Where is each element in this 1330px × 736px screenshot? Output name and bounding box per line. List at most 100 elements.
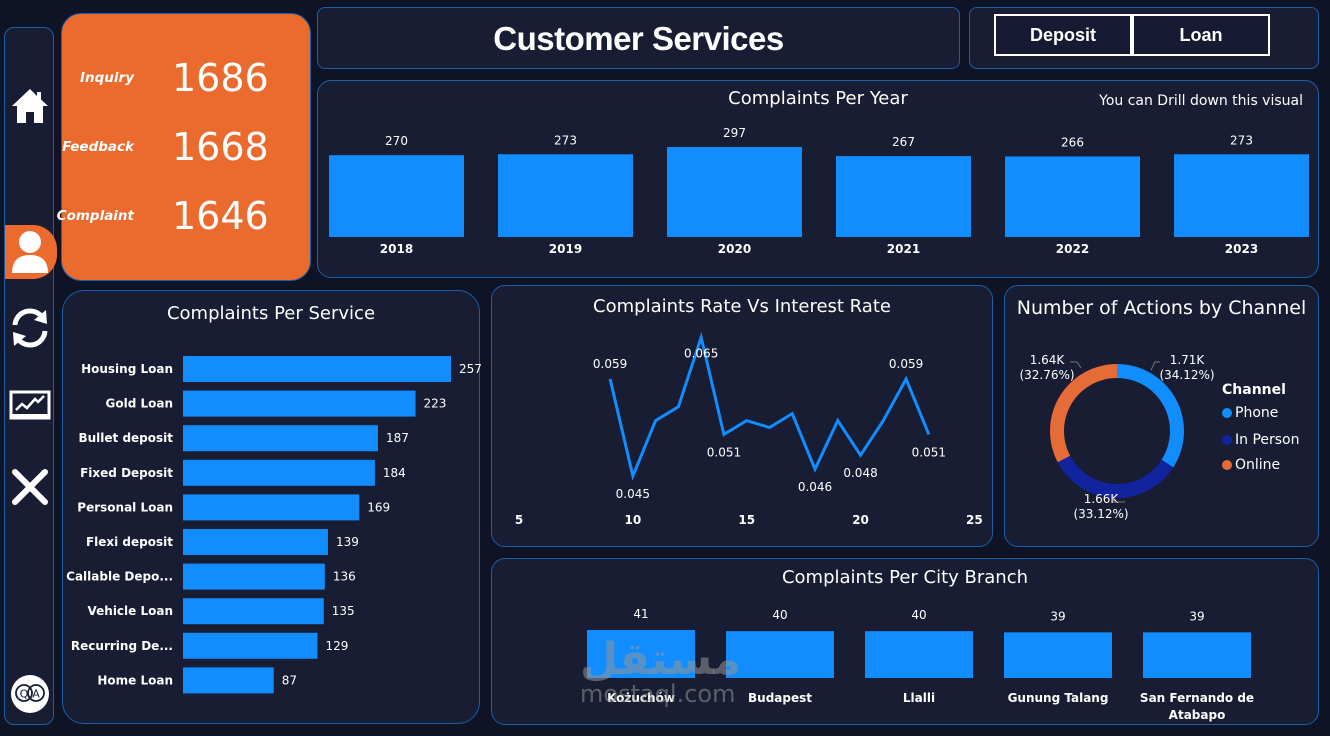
sidebar-item-refresh[interactable] bbox=[5, 304, 55, 352]
data-label: 297 bbox=[723, 126, 746, 140]
bar[interactable] bbox=[836, 156, 971, 237]
sidebar-item-qa[interactable]: Q A bbox=[5, 674, 55, 714]
data-label: 139 bbox=[336, 535, 359, 549]
bar[interactable] bbox=[183, 425, 379, 452]
data-label: 129 bbox=[326, 639, 349, 653]
complaints-per-city-chart[interactable]: 41 Kożuchów 40 Budapest 40 Llalli 39 Gunung Tal… bbox=[492, 559, 1320, 726]
sidebar-item-customer-services[interactable] bbox=[5, 227, 55, 277]
svg-text:A: A bbox=[32, 688, 40, 701]
refresh-icon bbox=[12, 308, 48, 348]
bar[interactable] bbox=[183, 598, 324, 625]
complaints-per-year-chart: 270 2018 273 2019 297 2020 267 2021 266 2022 273 20… bbox=[329, 126, 1309, 256]
bar[interactable] bbox=[667, 147, 802, 237]
chart-title: Complaints Per Service bbox=[166, 303, 376, 324]
x-tick-label: 2019 bbox=[549, 242, 582, 256]
data-label: 184 bbox=[383, 466, 406, 480]
bar[interactable] bbox=[183, 563, 325, 590]
complaints-per-service-panel: Complaints Per Service Housing Loan 257 Go… bbox=[62, 290, 481, 724]
data-label-percent: (32.76%) bbox=[1019, 368, 1074, 382]
line-series bbox=[608, 331, 931, 481]
bar[interactable] bbox=[1004, 632, 1112, 678]
complaints-per-city-panel: Complaints Per City Branch 41 Kożuchów 40 B… bbox=[491, 558, 1319, 725]
sidebar-item-close[interactable] bbox=[5, 465, 55, 509]
bar[interactable] bbox=[329, 155, 464, 237]
bar[interactable] bbox=[1174, 154, 1309, 237]
y-tick-label: Gold Loan bbox=[105, 397, 173, 411]
data-label-percent: (34.12%) bbox=[1159, 368, 1214, 382]
data-label: 270 bbox=[385, 134, 408, 148]
bar[interactable] bbox=[183, 390, 416, 417]
legend-dot-icon bbox=[1222, 435, 1232, 445]
nav-button-panel: Deposit Loan bbox=[969, 7, 1319, 69]
complaints-rate-panel: Complaints Rate Vs Interest Rate 0.059 0.… bbox=[491, 285, 993, 547]
chart-title: Number of Actions by Channel bbox=[1016, 297, 1307, 319]
y-tick-label: Bullet deposit bbox=[78, 431, 173, 445]
user-icon bbox=[12, 231, 48, 273]
bar[interactable] bbox=[498, 154, 633, 237]
bar[interactable] bbox=[183, 459, 375, 486]
x-tick-label: 5 bbox=[515, 513, 523, 527]
close-icon bbox=[12, 469, 48, 505]
x-tick-label: 2023 bbox=[1225, 242, 1258, 256]
donut-slice[interactable] bbox=[1117, 364, 1184, 468]
data-label: 267 bbox=[892, 135, 915, 149]
data-label: 0.045 bbox=[616, 487, 650, 501]
loan-button[interactable]: Loan bbox=[1132, 14, 1270, 56]
bar[interactable] bbox=[183, 667, 274, 694]
x-tick-label: 20 bbox=[852, 513, 869, 527]
data-label: 223 bbox=[424, 397, 447, 411]
bar[interactable] bbox=[865, 631, 973, 678]
bar[interactable] bbox=[587, 630, 695, 678]
x-tick-label: 2022 bbox=[1056, 242, 1089, 256]
data-label: 87 bbox=[282, 673, 297, 687]
legend-item-online[interactable]: Online bbox=[1222, 457, 1280, 473]
donut-slice[interactable] bbox=[1057, 455, 1174, 498]
kpi-card: Inquiry 1686 Feedback 1668 Complaint 164… bbox=[57, 13, 311, 281]
data-label: 39 bbox=[1050, 609, 1065, 623]
bar[interactable] bbox=[726, 631, 834, 678]
deposit-button[interactable]: Deposit bbox=[994, 14, 1132, 56]
bar[interactable] bbox=[183, 632, 318, 659]
bar[interactable] bbox=[1143, 632, 1251, 678]
donut-slice[interactable] bbox=[1050, 364, 1117, 463]
x-tick-label: Budapest bbox=[748, 691, 812, 705]
data-label: 136 bbox=[333, 570, 356, 584]
y-tick-label: Home Loan bbox=[97, 673, 173, 687]
x-tick-label: 2021 bbox=[887, 242, 920, 256]
x-tick-label: 15 bbox=[738, 513, 755, 527]
legend-item-in-person[interactable]: In Person bbox=[1222, 432, 1300, 448]
data-label: 135 bbox=[332, 604, 355, 618]
bar[interactable] bbox=[183, 529, 328, 555]
data-label: 0.051 bbox=[707, 445, 741, 459]
y-tick-label: Recurring De... bbox=[71, 639, 173, 653]
bar[interactable] bbox=[183, 356, 451, 382]
data-label: 0.065 bbox=[684, 346, 718, 360]
x-tick-label: Kożuchów bbox=[607, 691, 675, 705]
sidebar-nav: Q A bbox=[4, 27, 57, 725]
x-tick-label: 10 bbox=[624, 513, 641, 527]
bar[interactable] bbox=[183, 494, 360, 521]
data-label: 0.059 bbox=[593, 357, 627, 371]
kpi-value: 1668 bbox=[172, 125, 269, 169]
data-label: 1.71K bbox=[1170, 353, 1206, 367]
y-tick-label: Vehicle Loan bbox=[88, 604, 174, 618]
legend-item-phone[interactable]: Phone bbox=[1222, 405, 1278, 421]
leader-line bbox=[1112, 498, 1125, 503]
data-label: 266 bbox=[1061, 135, 1084, 149]
kpi-value: 1686 bbox=[172, 56, 269, 100]
chart-title: Complaints Per Year bbox=[728, 88, 908, 109]
chart-title: Complaints Per City Branch bbox=[781, 567, 1029, 588]
complaints-per-service-chart: Housing Loan 257 Gold Loan 223 Bullet deposi… bbox=[66, 356, 481, 694]
chart-title: Complaints Rate Vs Interest Rate bbox=[593, 296, 891, 317]
sidebar-item-analytics[interactable] bbox=[5, 386, 55, 426]
bar[interactable] bbox=[1005, 156, 1140, 237]
sidebar-item-home[interactable] bbox=[5, 86, 55, 126]
data-label: 0.051 bbox=[912, 445, 946, 459]
y-tick-label: Fixed Deposit bbox=[80, 466, 173, 480]
complaints-rate-chart: 0.059 0.045 0.065 0.051 0.046 0.048 0.059 0.051… bbox=[515, 331, 983, 527]
y-tick-label: Flexi deposit bbox=[86, 535, 173, 549]
data-label: 187 bbox=[386, 431, 409, 445]
complaints-per-year-panel[interactable]: Complaints Per Year You can Drill down t… bbox=[317, 80, 1319, 278]
data-label: 0.046 bbox=[798, 480, 832, 494]
data-label: 40 bbox=[911, 608, 926, 622]
